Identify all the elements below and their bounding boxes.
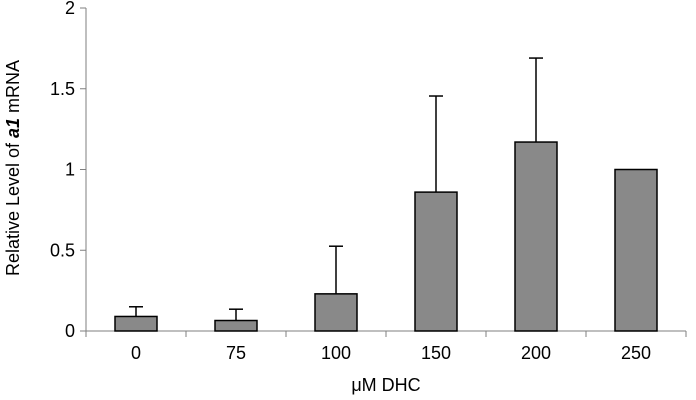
y-tick-label: 0: [65, 321, 75, 341]
y-axis-title: Relative Level of a1 mRNA: [3, 60, 23, 276]
y-axis-title-emphasis: a1: [3, 118, 23, 138]
y-tick-label: 2: [65, 0, 75, 18]
y-tick-label: 1: [65, 160, 75, 180]
x-tick-label: 0: [131, 343, 141, 363]
bars: [114, 141, 658, 332]
x-axis-title: μM DHC: [351, 375, 420, 395]
y-tick-label: 1.5: [50, 79, 75, 99]
bar-0: [114, 315, 158, 332]
x-category-labels: 0 75 100 150 200 250: [131, 343, 651, 363]
bar-250: [614, 168, 658, 332]
x-ticks: [85, 331, 687, 337]
y-axis-title-post: mRNA: [3, 60, 23, 118]
bar-150: [414, 191, 458, 332]
x-tick-label: 250: [621, 343, 651, 363]
x-tick-label: 150: [421, 343, 451, 363]
y-axis-title-pre: Relative Level of: [3, 138, 23, 276]
y-ticks: 0 0.5 1 1.5 2: [50, 0, 86, 341]
bar-100: [314, 293, 358, 332]
x-tick-label: 200: [521, 343, 551, 363]
bar-200: [514, 141, 558, 332]
bar-75: [214, 319, 258, 332]
error-bars: [129, 57, 543, 321]
x-tick-label: 100: [321, 343, 351, 363]
y-tick-label: 0.5: [50, 240, 75, 260]
x-tick-label: 75: [226, 343, 246, 363]
